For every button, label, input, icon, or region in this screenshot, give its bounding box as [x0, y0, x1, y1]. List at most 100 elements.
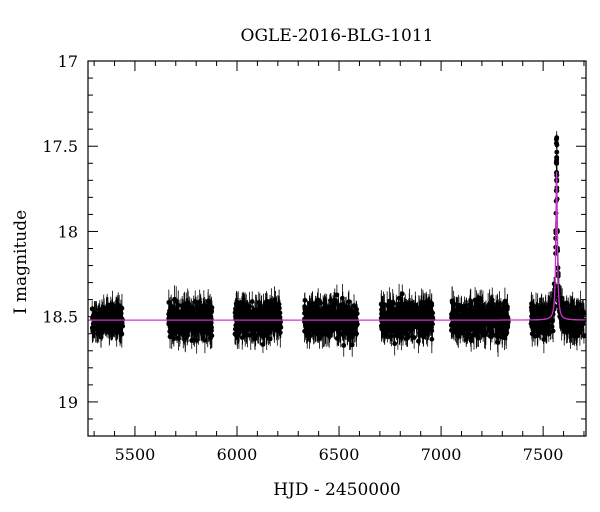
- data-point: [340, 305, 346, 311]
- data-point: [411, 312, 416, 318]
- data-point: [236, 325, 242, 331]
- data-point: [328, 305, 334, 311]
- data-point: [501, 305, 507, 311]
- data-point: [495, 304, 500, 310]
- data-point: [321, 330, 327, 336]
- y-tick-label: 18.5: [42, 308, 78, 327]
- data-point: [240, 321, 245, 327]
- data-point: [335, 308, 341, 314]
- data-point: [204, 321, 210, 326]
- data-point: [175, 309, 181, 315]
- data-point: [378, 315, 384, 321]
- data-point: [480, 324, 486, 330]
- data-point: [581, 333, 587, 339]
- data-point: [114, 322, 120, 327]
- x-tick-label: 6500: [319, 445, 360, 464]
- data-point: [100, 312, 106, 317]
- data-point: [472, 297, 478, 303]
- data-point: [234, 309, 240, 315]
- data-point: [353, 308, 359, 314]
- data-point: [166, 321, 172, 327]
- tick-labels: 5500 6000 6500 7000 7500 17 17.5 18 18.5 19: [42, 52, 563, 464]
- y-tick-label: 17: [58, 52, 78, 71]
- data-point: [468, 311, 474, 317]
- data-point: [467, 323, 473, 329]
- data-point: [240, 311, 246, 317]
- data-point: [310, 323, 316, 328]
- data-point: [429, 336, 435, 342]
- chart-title: OGLE-2016-BLG-1011: [241, 26, 434, 46]
- data-point: [183, 304, 189, 310]
- data-point: [408, 326, 414, 332]
- data-point: [92, 313, 98, 319]
- data-point: [399, 327, 405, 333]
- data-point: [250, 318, 256, 324]
- y-tick-label: 19: [58, 393, 78, 412]
- data-point: [340, 301, 346, 307]
- data-point: [416, 338, 421, 344]
- y-axis-label: I magnitude: [11, 210, 31, 314]
- data-point: [420, 305, 426, 311]
- data-point: [235, 304, 241, 310]
- data-point: [334, 292, 340, 298]
- data-point: [319, 325, 325, 331]
- data-point: [176, 335, 181, 341]
- data-point: [335, 322, 341, 327]
- data-point: [475, 320, 481, 325]
- data-point: [314, 314, 320, 319]
- data-point: [303, 324, 308, 330]
- data-point: [188, 313, 194, 319]
- data-point: [346, 299, 352, 304]
- data-point: [347, 334, 352, 339]
- data-point: [173, 324, 178, 330]
- data-point: [490, 301, 496, 307]
- data-point: [460, 330, 466, 336]
- data-point: [245, 332, 250, 338]
- x-tick-label: 7500: [523, 445, 564, 464]
- data-point: [391, 301, 396, 306]
- data-point: [166, 299, 172, 305]
- data-point: [104, 314, 110, 320]
- data-point: [474, 305, 480, 311]
- data-point: [247, 303, 252, 309]
- data-point: [423, 311, 429, 317]
- axis-ticks: [88, 60, 586, 437]
- data-point: [195, 311, 200, 317]
- data-point: [455, 328, 461, 334]
- data-point: [421, 334, 426, 340]
- data-point: [380, 319, 386, 325]
- data-point: [179, 321, 185, 327]
- data-point: [487, 326, 493, 332]
- data-point: [256, 322, 262, 328]
- data-point: [384, 302, 390, 308]
- data-point: [90, 325, 96, 331]
- data-point: [349, 342, 355, 348]
- data-point: [495, 340, 501, 345]
- data-point: [264, 327, 269, 333]
- data-point: [111, 313, 116, 318]
- data-points: [89, 131, 587, 357]
- x-axis-label: HJD - 2450000: [273, 480, 401, 500]
- data-point: [189, 324, 195, 330]
- data-point: [383, 326, 389, 332]
- data-point: [181, 329, 187, 334]
- data-point: [208, 332, 214, 338]
- data-point: [169, 304, 175, 310]
- data-point: [430, 310, 435, 316]
- data-point: [339, 295, 345, 301]
- data-point: [483, 331, 489, 337]
- data-point: [178, 313, 184, 319]
- data-point: [302, 297, 308, 303]
- data-point: [259, 323, 265, 329]
- data-point: [275, 304, 281, 310]
- data-point: [451, 321, 457, 327]
- data-point: [380, 304, 386, 310]
- data-point: [396, 295, 402, 301]
- data-point: [89, 306, 95, 312]
- data-point: [389, 321, 395, 326]
- data-point: [421, 324, 427, 329]
- y-tick-label: 17.5: [42, 137, 78, 156]
- data-point: [268, 309, 273, 315]
- data-point: [259, 305, 264, 311]
- data-point: [354, 322, 359, 327]
